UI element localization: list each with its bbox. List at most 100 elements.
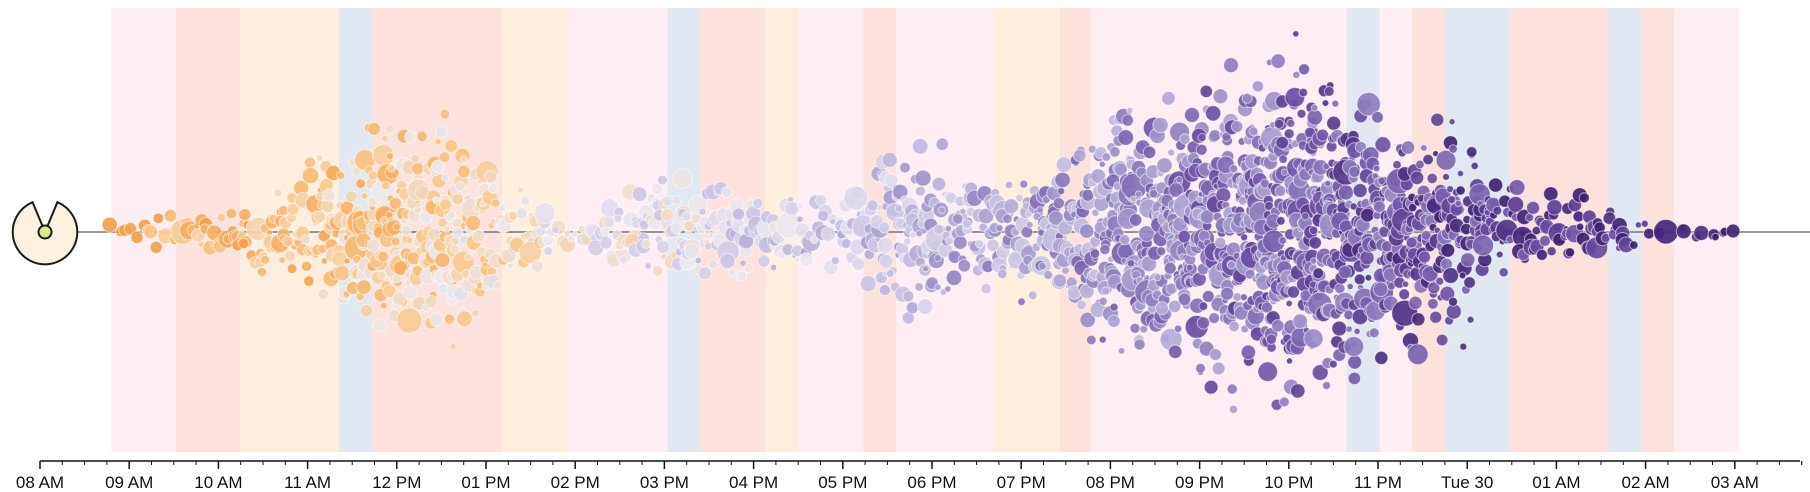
data-bubble <box>385 210 394 220</box>
data-bubble <box>457 164 471 179</box>
data-bubble <box>385 152 394 161</box>
data-bubble <box>1373 200 1386 214</box>
data-bubble <box>1338 265 1352 280</box>
data-bubble <box>784 200 800 217</box>
data-bubble <box>1711 232 1720 242</box>
data-bubble <box>1371 111 1384 124</box>
data-bubble <box>286 263 298 275</box>
data-bubble <box>731 207 746 221</box>
data-bubble <box>256 266 267 278</box>
data-bubble <box>301 166 320 185</box>
data-bubble <box>454 181 466 192</box>
axis-tick-label: 09 AM <box>105 473 153 492</box>
data-bubble <box>344 190 358 204</box>
data-bubble <box>1347 354 1363 370</box>
data-bubble <box>382 284 397 299</box>
data-bubble <box>1101 152 1112 162</box>
data-bubble <box>437 217 448 228</box>
data-bubble <box>336 170 346 180</box>
data-bubble <box>1203 379 1219 395</box>
data-bubble <box>1322 381 1331 390</box>
data-bubble <box>933 223 945 235</box>
data-bubble <box>1251 80 1265 93</box>
data-bubble <box>1168 344 1183 359</box>
bubble-swarm <box>101 30 1741 414</box>
axis-tick-label: 01 AM <box>1532 473 1580 492</box>
data-bubble <box>809 235 819 244</box>
data-bubble <box>506 262 514 270</box>
data-bubble <box>1052 197 1065 210</box>
data-bubble <box>1274 118 1285 130</box>
data-bubble <box>1448 144 1458 154</box>
clock-icon[interactable] <box>11 200 79 266</box>
data-bubble <box>1086 334 1097 346</box>
data-bubble <box>391 291 407 306</box>
data-bubble <box>1328 359 1338 369</box>
data-bubble <box>484 170 498 184</box>
data-bubble <box>1356 91 1381 117</box>
data-bubble <box>1142 145 1157 160</box>
data-bubble <box>974 239 985 249</box>
data-bubble <box>1463 276 1476 289</box>
data-bubble <box>1276 216 1286 226</box>
data-bubble <box>957 259 971 273</box>
axis-tick-label: 05 PM <box>818 473 867 492</box>
data-bubble <box>498 203 507 213</box>
data-bubble <box>530 259 544 273</box>
data-bubble <box>1306 109 1324 126</box>
data-bubble <box>1211 361 1226 376</box>
data-bubble <box>1168 299 1182 313</box>
axis-tick-label: 12 PM <box>372 473 421 492</box>
data-bubble <box>1177 292 1192 306</box>
data-bubble <box>396 307 423 334</box>
data-bubble <box>1126 106 1134 115</box>
data-bubble <box>1168 182 1184 198</box>
data-bubble <box>380 180 391 191</box>
data-bubble <box>1184 107 1200 123</box>
data-bubble <box>1634 221 1643 229</box>
data-bubble <box>1199 84 1214 99</box>
data-bubble <box>1215 187 1232 204</box>
data-bubble <box>1526 200 1541 215</box>
data-bubble <box>881 151 898 168</box>
data-bubble <box>878 253 894 269</box>
data-bubble <box>225 207 238 220</box>
data-bubble <box>366 238 381 253</box>
data-bubble <box>451 226 464 239</box>
data-bubble <box>1290 383 1306 399</box>
data-bubble <box>1057 187 1066 196</box>
data-bubble <box>1374 350 1389 365</box>
data-bubble <box>1129 322 1141 334</box>
data-bubble <box>752 197 764 210</box>
data-bubble <box>1546 199 1563 216</box>
data-bubble <box>1129 195 1137 203</box>
data-bubble <box>719 252 736 270</box>
data-bubble <box>1198 301 1209 312</box>
data-bubble <box>451 193 464 206</box>
data-bubble <box>1629 240 1639 250</box>
data-bubble <box>878 284 891 297</box>
data-bubble <box>1359 207 1375 223</box>
data-bubble <box>1422 153 1434 166</box>
data-bubble <box>1415 159 1425 170</box>
data-bubble <box>1208 312 1220 325</box>
data-bubble <box>1348 165 1361 178</box>
data-bubble <box>1326 115 1342 131</box>
data-bubble <box>379 301 388 310</box>
data-bubble <box>1274 185 1287 197</box>
data-bubble <box>660 208 674 222</box>
data-bubble <box>1472 234 1494 257</box>
data-bubble <box>260 255 271 265</box>
data-bubble <box>1448 118 1456 126</box>
data-bubble <box>1226 383 1238 395</box>
data-bubble <box>1400 140 1416 155</box>
data-bubble <box>1155 301 1169 316</box>
data-bubble <box>997 268 1008 280</box>
data-bubble <box>1292 30 1300 38</box>
data-bubble <box>1693 225 1710 241</box>
data-bubble <box>456 310 473 328</box>
data-bubble <box>1286 118 1296 129</box>
data-bubble <box>1240 344 1257 360</box>
data-bubble <box>1347 371 1362 386</box>
data-bubble <box>1196 316 1211 330</box>
